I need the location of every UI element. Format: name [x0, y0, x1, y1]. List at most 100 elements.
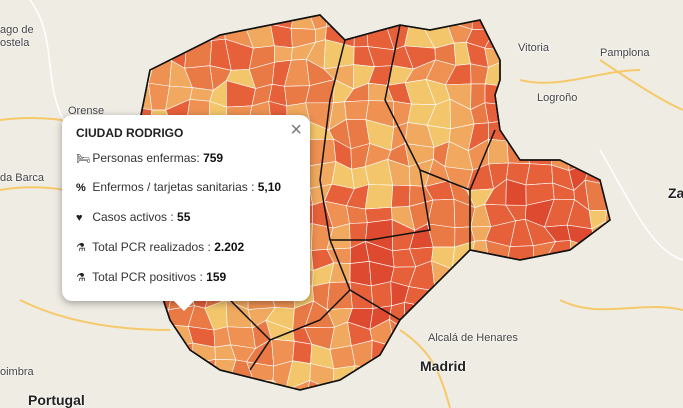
municipality[interactable]: [184, 40, 213, 69]
municipality[interactable]: [128, 40, 156, 69]
municipality[interactable]: [163, 382, 197, 408]
municipality[interactable]: [528, 67, 556, 89]
municipality[interactable]: [384, 0, 410, 25]
municipality[interactable]: [148, 59, 172, 87]
municipality[interactable]: [606, 319, 629, 345]
municipality[interactable]: [446, 286, 474, 307]
municipality[interactable]: [503, 2, 535, 28]
municipality[interactable]: [371, 340, 397, 369]
municipality[interactable]: [485, 306, 516, 327]
municipality[interactable]: [551, 25, 576, 50]
municipality[interactable]: [624, 21, 654, 44]
municipality[interactable]: [528, 323, 550, 350]
municipality[interactable]: [471, 286, 488, 312]
municipality[interactable]: [331, 385, 352, 406]
municipality[interactable]: [568, 261, 594, 289]
municipality[interactable]: [570, 240, 596, 264]
municipality[interactable]: [144, 2, 167, 26]
municipality[interactable]: [124, 2, 152, 26]
municipality[interactable]: [592, 241, 616, 264]
municipality[interactable]: [474, 378, 490, 407]
municipality[interactable]: [547, 381, 573, 406]
municipality[interactable]: [584, 100, 610, 126]
municipality[interactable]: [603, 100, 635, 126]
municipality[interactable]: [608, 359, 632, 388]
municipality[interactable]: [629, 360, 648, 385]
municipality[interactable]: [524, 338, 556, 365]
municipality[interactable]: [150, 321, 166, 351]
municipality[interactable]: [523, 125, 551, 147]
municipality[interactable]: [148, 41, 177, 62]
municipality[interactable]: [628, 162, 656, 187]
municipality[interactable]: [347, 385, 376, 407]
municipality[interactable]: [625, 265, 653, 290]
municipality[interactable]: [543, 339, 576, 369]
municipality[interactable]: [445, 298, 473, 323]
municipality[interactable]: [189, 87, 214, 102]
municipality[interactable]: [284, 379, 311, 399]
municipality[interactable]: [544, 102, 576, 127]
municipality[interactable]: [585, 121, 610, 152]
municipality[interactable]: [613, 25, 625, 44]
municipality[interactable]: [606, 260, 629, 291]
municipality[interactable]: [609, 145, 633, 170]
municipality[interactable]: [485, 341, 510, 365]
municipality[interactable]: [224, 0, 250, 31]
municipality[interactable]: [626, 286, 654, 308]
municipality[interactable]: [488, 138, 509, 165]
municipality[interactable]: [505, 359, 526, 388]
municipality[interactable]: [631, 121, 654, 145]
municipality[interactable]: [628, 325, 656, 345]
municipality[interactable]: [633, 110, 655, 125]
municipality[interactable]: [548, 302, 575, 330]
municipality[interactable]: [564, 383, 587, 408]
municipality[interactable]: [469, 259, 490, 289]
municipality[interactable]: [591, 260, 615, 290]
municipality[interactable]: [144, 389, 167, 408]
municipality[interactable]: [624, 7, 654, 25]
municipality[interactable]: [586, 367, 611, 388]
municipality[interactable]: [564, 1, 595, 27]
municipality[interactable]: [511, 105, 529, 127]
municipality[interactable]: [523, 102, 551, 127]
municipality[interactable]: [511, 86, 530, 107]
municipality[interactable]: [632, 219, 650, 249]
municipality[interactable]: [390, 380, 414, 407]
close-button[interactable]: ×: [290, 119, 302, 141]
municipality[interactable]: [625, 245, 653, 269]
municipality[interactable]: [504, 59, 534, 89]
municipality[interactable]: [127, 21, 152, 46]
municipality[interactable]: [406, 380, 430, 406]
municipality[interactable]: [533, 303, 553, 330]
municipality[interactable]: [590, 319, 614, 345]
municipality[interactable]: [566, 106, 595, 127]
municipality[interactable]: [164, 4, 192, 22]
municipality[interactable]: [423, 0, 453, 30]
municipality[interactable]: [292, 340, 313, 364]
municipality[interactable]: [487, 259, 513, 288]
municipality[interactable]: [129, 362, 154, 390]
municipality[interactable]: [608, 339, 632, 371]
municipality[interactable]: [274, 45, 293, 63]
municipality[interactable]: [211, 1, 226, 22]
municipality[interactable]: [585, 383, 612, 408]
municipality[interactable]: [566, 124, 590, 149]
municipality[interactable]: [604, 166, 632, 188]
municipality[interactable]: [344, 100, 370, 120]
municipality[interactable]: [531, 283, 553, 307]
municipality[interactable]: [253, 379, 274, 408]
municipality[interactable]: [604, 207, 635, 230]
municipality[interactable]: [463, 362, 493, 384]
municipality[interactable]: [606, 307, 628, 326]
municipality[interactable]: [525, 163, 554, 186]
municipality[interactable]: [484, 83, 513, 107]
municipality[interactable]: [364, 184, 394, 210]
municipality[interactable]: [590, 340, 614, 371]
municipality[interactable]: [612, 380, 630, 403]
municipality[interactable]: [568, 286, 594, 306]
municipality[interactable]: [126, 321, 153, 344]
municipality[interactable]: [531, 261, 545, 289]
municipality[interactable]: [147, 363, 173, 390]
municipality[interactable]: [574, 38, 596, 63]
municipality[interactable]: [629, 339, 649, 362]
